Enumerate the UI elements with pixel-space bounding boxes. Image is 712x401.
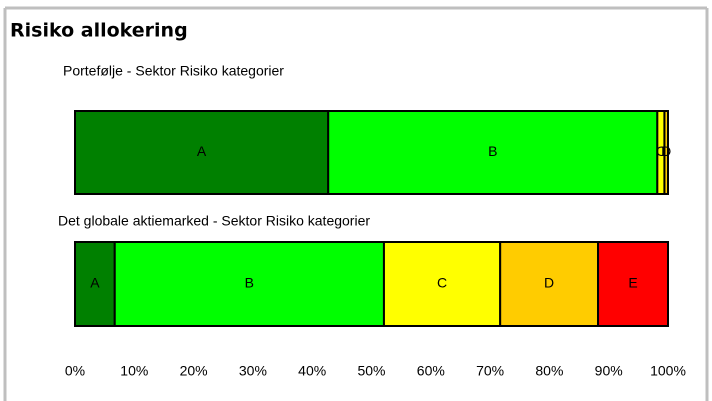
bar-segment [74,241,116,327]
x-tick-label: 90% [595,363,623,379]
bar-segment [382,241,502,327]
bar-segment [327,110,659,195]
segment-label: A [90,275,100,291]
x-tick-label: 40% [298,363,326,379]
bar-segment [597,241,669,327]
segment-label: D [544,275,554,291]
x-tick-label: 100% [650,363,686,379]
segment-label: D [661,143,671,159]
bar-segment [499,241,600,327]
segment-label: B [245,275,254,291]
x-tick-label: 30% [239,363,267,379]
segment-label: C [656,143,666,159]
segment-label: A [197,143,207,159]
x-tick-label: 70% [476,363,504,379]
x-tick-label: 20% [180,363,208,379]
x-tick-label: 10% [120,363,148,379]
x-tick-label: 60% [417,363,445,379]
chart-title: Det globale aktiemarked - Sektor Risiko … [58,213,370,229]
panel-title: Risiko allokering [10,20,188,42]
segment-label: C [437,275,447,291]
segment-label: B [488,143,497,159]
x-tick-label: 80% [535,363,563,379]
segment-label: E [628,275,637,291]
bar-segment [663,110,670,195]
bar-segment [74,110,330,195]
chart-title: Portefølje - Sektor Risiko kategorier [63,63,284,79]
x-tick-label: 0% [65,363,85,379]
x-tick-label: 50% [357,363,385,379]
